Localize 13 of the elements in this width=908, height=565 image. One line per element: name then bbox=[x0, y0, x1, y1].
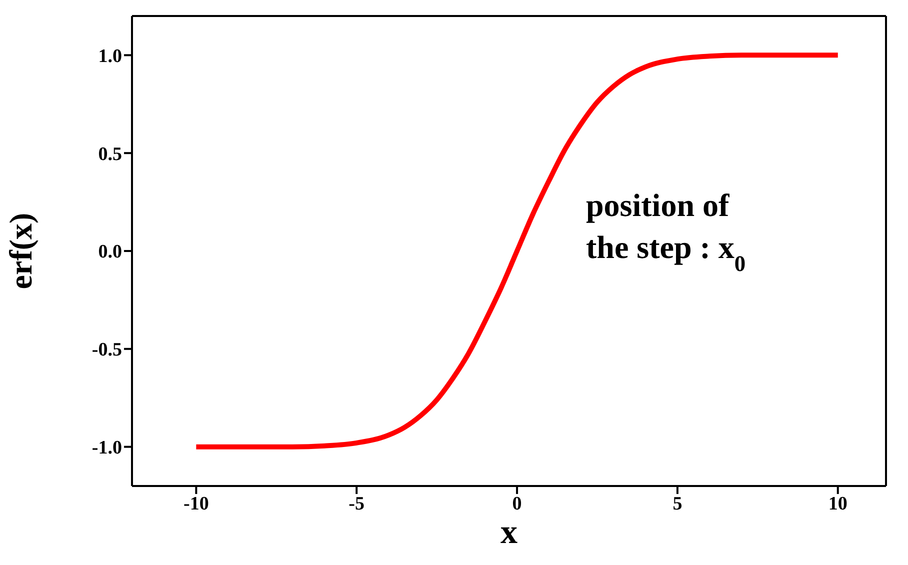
y-tick-label: 1.0 bbox=[98, 46, 122, 67]
x-tick-label: -5 bbox=[348, 493, 365, 514]
y-tick-label: 0.5 bbox=[98, 144, 122, 165]
y-tick-label: -0.5 bbox=[92, 340, 122, 361]
x-axis-title: x bbox=[500, 514, 518, 551]
x-tick-label: 0 bbox=[512, 493, 522, 514]
y-tick-label: -1.0 bbox=[92, 438, 122, 459]
x-tick-label: -10 bbox=[184, 493, 209, 514]
y-axis-title: erf(x) bbox=[2, 212, 38, 290]
annotation: position of the step : x$_{0}$ bbox=[586, 187, 746, 276]
x-tick-label: 10 bbox=[828, 493, 848, 514]
x-tick-label: 5 bbox=[672, 493, 682, 514]
y-tick-label: 0.0 bbox=[98, 242, 122, 263]
